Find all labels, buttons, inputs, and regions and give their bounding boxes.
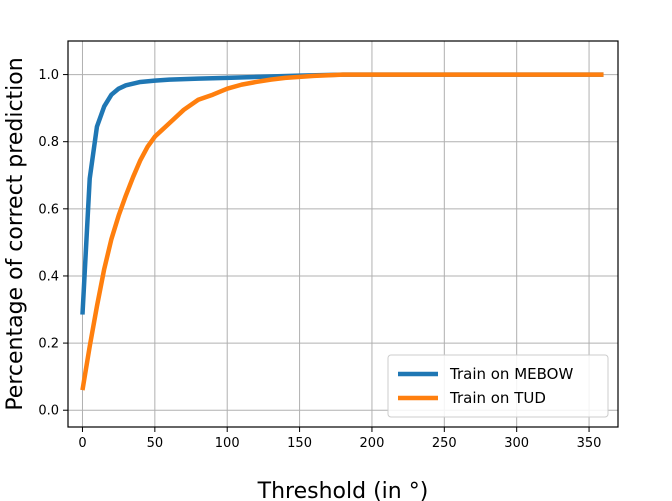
x-tick-label: 350 [577, 436, 602, 451]
x-tick-label: 250 [432, 436, 457, 451]
y-tick-label: 0.0 [38, 404, 59, 419]
legend-box [387, 354, 609, 418]
y-tick-label: 0.8 [38, 135, 59, 150]
axis-ticks: 0 50 100 150 200 250 300 350 0.0 0.2 0.4 0.6 0.8 1.0 [38, 68, 601, 451]
series-line-1 [80, 72, 604, 315]
y-tick-label: 1.0 [38, 68, 59, 83]
y-tick-label: 0.4 [38, 269, 59, 284]
y-tick-label: 0.6 [38, 202, 59, 217]
y-axis-label: Percentage of correct prediction [3, 57, 28, 410]
series-line-2 [80, 72, 604, 391]
x-tick-label: 150 [287, 436, 312, 451]
x-tick-label: 200 [360, 436, 385, 451]
series-lines [80, 72, 604, 391]
x-tick-label: 50 [147, 436, 164, 451]
x-tick-label: 100 [215, 436, 240, 451]
legend: Train on MEBOW Train on TUD [387, 354, 609, 418]
y-tick-label: 0.2 [38, 337, 59, 352]
plot-frame [67, 40, 619, 428]
legend-label-2: Train on TUD [449, 389, 546, 407]
x-tick-label: 0 [78, 436, 86, 451]
legend-label-1: Train on MEBOW [449, 365, 573, 383]
x-axis-label: Threshold (in °) [257, 479, 429, 501]
x-tick-label: 300 [504, 436, 529, 451]
